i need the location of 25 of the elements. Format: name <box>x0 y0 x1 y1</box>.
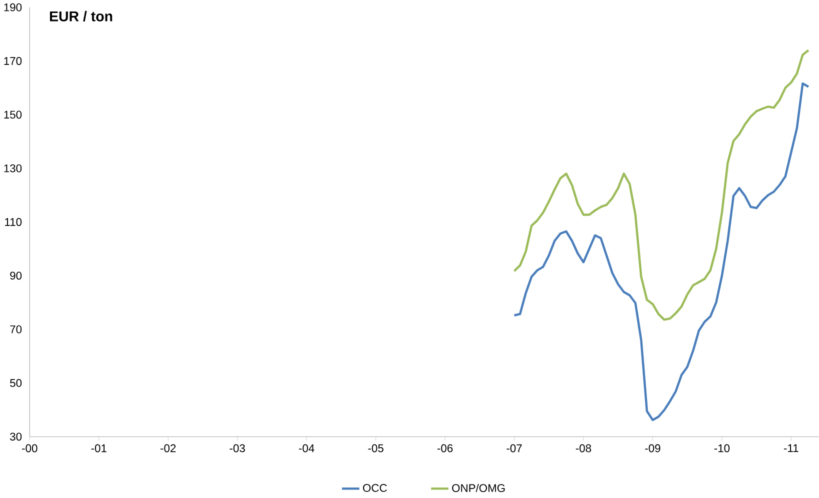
legend-label: ONP/OMG <box>452 484 505 492</box>
x-tick-label: -10 <box>714 444 730 452</box>
y-tick-label: 70 <box>10 326 22 334</box>
y-tick-label: 150 <box>4 110 22 119</box>
y-tick-label: 90 <box>10 272 22 280</box>
x-tick-label: -03 <box>230 444 245 452</box>
line-series <box>513 49 810 322</box>
x-tick-label: -05 <box>368 444 384 452</box>
x-tick-label: -07 <box>506 444 522 452</box>
x-tick-label: -02 <box>160 444 176 452</box>
x-tick-label: -00 <box>22 444 38 452</box>
y-tick-label: 30 <box>10 432 22 441</box>
y-tick-label: 170 <box>4 57 22 66</box>
y-tick-label: 110 <box>5 218 22 226</box>
x-tick-label: -01 <box>91 444 106 452</box>
x-tick-label: -04 <box>298 444 314 452</box>
x-tick-label: -08 <box>576 444 592 452</box>
legend-label: OCC <box>363 484 387 492</box>
x-tick-label: -06 <box>437 444 453 452</box>
y-tick-label: 50 <box>10 379 22 388</box>
y-tick-label: 130 <box>4 164 22 173</box>
x-tick-label: -09 <box>645 444 660 452</box>
x-tick-label: -11 <box>784 444 798 452</box>
y-axis-title: EUR / ton <box>50 11 112 22</box>
y-tick-label: 190 <box>4 4 22 12</box>
